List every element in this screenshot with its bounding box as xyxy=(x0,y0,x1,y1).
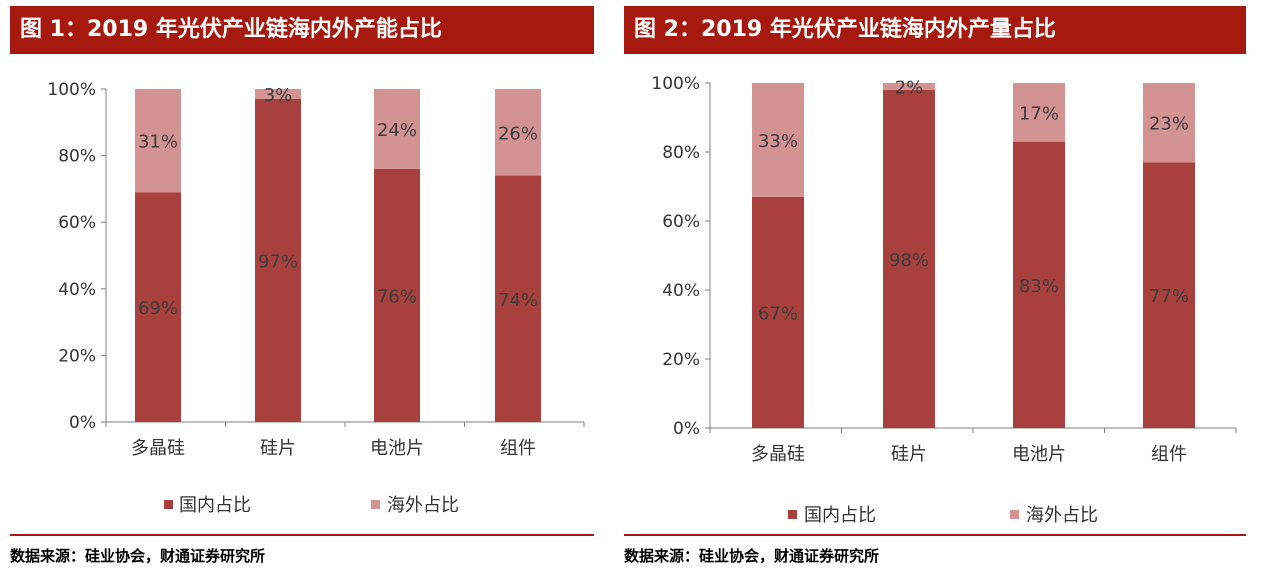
y-tick-label: 0% xyxy=(673,419,700,439)
legend-label-2: 海外占比 xyxy=(1026,505,1098,526)
data-label-overseas-3: 17% xyxy=(1019,103,1059,124)
y-tick-label: 0% xyxy=(69,413,96,433)
bar-domestic-1 xyxy=(135,192,181,422)
bar-domestic-2 xyxy=(883,89,935,429)
data-label-domestic-4: 74% xyxy=(498,290,538,311)
chart-title-2: 图 2：2019 年光伏产业链海内外产量占比 xyxy=(624,6,1246,54)
bar-domestic-4 xyxy=(495,175,541,422)
legend-swatch-1 xyxy=(164,500,173,509)
data-label-overseas-4: 26% xyxy=(498,123,538,144)
data-label-overseas-2: 3% xyxy=(264,85,293,106)
chart-1-svg: 0% 20% 40% 60% 80% 100% 69% 31% 多晶硅 97% 3% 硅片 76% 24%… xyxy=(47,80,585,516)
bar-overseas-2 xyxy=(255,89,301,99)
x-category-label: 多晶硅 xyxy=(751,444,805,465)
y-tick-label: 100% xyxy=(47,80,96,100)
source-divider-2 xyxy=(624,534,1246,536)
x-category-label: 电池片 xyxy=(1012,444,1066,465)
bar-overseas-2 xyxy=(883,83,935,90)
y-tick-label: 40% xyxy=(58,280,96,300)
bar-overseas-1 xyxy=(752,83,804,197)
y-tick-label: 100% xyxy=(651,74,700,94)
chart-panel-2: 图 2：2019 年光伏产业链海内外产量占比 0% 20% 40% 60% 80% 100… xyxy=(624,0,1246,583)
x-category-label: 硅片 xyxy=(260,438,296,459)
legend-label-1: 国内占比 xyxy=(804,505,876,526)
y-tick-label: 60% xyxy=(662,212,700,232)
data-label-overseas-1: 31% xyxy=(138,132,178,153)
chart-panel-1: 图 1：2019 年光伏产业链海内外产能占比 0% 20% 40% 60% 80% 100… xyxy=(10,0,594,583)
y-tick-label: 80% xyxy=(662,143,700,163)
bar-overseas-3 xyxy=(1013,83,1065,142)
data-label-domestic-3: 76% xyxy=(377,286,417,307)
x-category-label: 电池片 xyxy=(370,438,424,459)
bar-domestic-1 xyxy=(752,196,804,428)
legend-label-2: 海外占比 xyxy=(387,495,459,516)
data-label-domestic-3: 83% xyxy=(1019,276,1059,297)
bar-overseas-3 xyxy=(374,89,420,169)
y-tick-label: 60% xyxy=(58,213,96,233)
x-category-label: 硅片 xyxy=(891,444,927,465)
bar-overseas-1 xyxy=(135,89,181,193)
data-label-overseas-4: 23% xyxy=(1149,114,1189,135)
bar-domestic-4 xyxy=(1143,162,1195,428)
source-note-1: 数据来源：硅业协会，财通证券研究所 xyxy=(10,547,266,565)
bar-domestic-3 xyxy=(374,168,420,422)
data-label-overseas-1: 33% xyxy=(758,131,798,152)
chart-title-1: 图 1：2019 年光伏产业链海内外产能占比 xyxy=(10,6,594,54)
y-tick-label: 20% xyxy=(662,350,700,370)
data-label-overseas-3: 24% xyxy=(377,120,417,141)
legend-swatch-1 xyxy=(788,510,797,519)
source-note-2: 数据来源：硅业协会，财通证券研究所 xyxy=(624,547,880,565)
data-label-domestic-2: 97% xyxy=(258,251,298,272)
legend-swatch-2 xyxy=(1010,510,1019,519)
chart-2-svg: 0% 20% 40% 60% 80% 100% 67% 33% 多晶硅 98% 2% 硅片 83% 17%… xyxy=(651,74,1237,526)
data-label-domestic-1: 69% xyxy=(138,298,178,319)
bar-overseas-4 xyxy=(495,89,541,176)
y-tick-label: 20% xyxy=(58,346,96,366)
data-label-domestic-2: 98% xyxy=(889,250,929,271)
bar-domestic-3 xyxy=(1013,141,1065,428)
legend-swatch-2 xyxy=(371,500,380,509)
bar-domestic-2 xyxy=(255,98,301,423)
data-label-domestic-4: 77% xyxy=(1149,286,1189,307)
y-tick-label: 80% xyxy=(58,147,96,167)
source-divider-1 xyxy=(10,534,594,536)
legend-label-1: 国内占比 xyxy=(179,495,251,516)
x-category-label: 组件 xyxy=(1151,444,1187,465)
x-category-label: 组件 xyxy=(500,438,536,459)
data-label-overseas-2: 2% xyxy=(895,77,924,98)
bar-overseas-4 xyxy=(1143,83,1195,163)
data-label-domestic-1: 67% xyxy=(758,303,798,324)
x-category-label: 多晶硅 xyxy=(131,438,185,459)
y-tick-label: 40% xyxy=(662,281,700,301)
